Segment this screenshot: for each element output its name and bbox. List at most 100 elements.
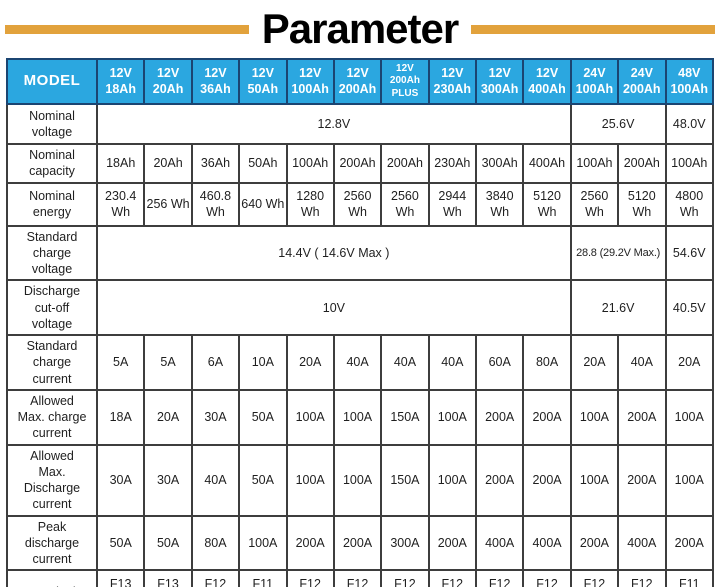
- value-cell: 300A: [380, 514, 430, 572]
- table-row: Standard charge voltage 14.4V ( 14.6V Max…: [6, 224, 714, 282]
- value-cell: 100A: [427, 388, 478, 446]
- accent-bar-right: [471, 24, 715, 34]
- model-column-header: 12V 100Ah: [285, 58, 335, 105]
- value-cell: 2560 Wh: [380, 181, 430, 227]
- value-cell: 28.8 (29.2V Max.): [569, 224, 667, 282]
- table-row: Nominal capacity 18Ah 20Ah 36Ah 50Ah 100Ah 200…: [6, 143, 714, 184]
- value-cell: 150A: [380, 388, 430, 446]
- value-cell: 2560 Wh: [569, 181, 620, 227]
- value-cell: 100Ah: [569, 143, 620, 184]
- model-column-header: 12V 50Ah: [238, 58, 288, 105]
- row-label: Peak discharge current: [6, 514, 98, 572]
- title-bar: Parameter: [0, 0, 720, 58]
- table-row: Nominal voltage 12.8V 25.6V 48.0V: [6, 103, 714, 145]
- page-title: Parameter: [261, 5, 459, 52]
- value-cell: 200A: [664, 514, 714, 572]
- value-cell: 21.6V: [569, 279, 667, 336]
- value-cell: 200Ah: [617, 143, 667, 184]
- value-cell: 5A: [95, 334, 146, 391]
- value-cell: 18Ah: [95, 143, 146, 184]
- value-cell: 20A: [569, 334, 620, 391]
- value-cell: 640 Wh: [238, 181, 288, 227]
- value-cell: 200A: [332, 514, 383, 572]
- model-column-header: 24V 200Ah: [617, 58, 667, 105]
- value-cell: 10V: [96, 279, 572, 336]
- value-cell: 100A: [332, 443, 383, 517]
- row-label: Terminal: [6, 569, 98, 587]
- value-cell: 100Ah: [664, 143, 714, 184]
- value-cell: 50A: [95, 514, 146, 572]
- value-cell: F12 (M8): [617, 569, 667, 587]
- value-cell: 2944 Wh: [427, 181, 478, 227]
- value-cell: 2560 Wh: [332, 181, 383, 227]
- value-cell: 50Ah: [238, 143, 288, 184]
- value-cell: 40A: [332, 334, 383, 391]
- header-row: MODEL 12V 18Ah 12V 20Ah 12V 36Ah 12V 50Ah 12V…: [6, 58, 714, 105]
- model-header-cell: MODEL: [6, 58, 98, 105]
- value-cell: 200A: [522, 388, 572, 446]
- value-cell: 200A: [285, 514, 335, 572]
- value-cell: 100A: [427, 443, 478, 517]
- value-cell: F13 (M5): [95, 569, 146, 587]
- value-cell: 30A: [143, 443, 193, 517]
- value-cell: 6A: [190, 334, 241, 391]
- value-cell: F11 (M6): [664, 569, 714, 587]
- value-cell: F12 (M8): [569, 569, 620, 587]
- model-column-header: 12V 400Ah: [522, 58, 572, 105]
- value-cell: 20A: [143, 388, 193, 446]
- value-cell: 50A: [143, 514, 193, 572]
- value-cell: 50A: [238, 443, 288, 517]
- value-cell: 5A: [143, 334, 193, 391]
- model-column-header: 12V 36Ah: [190, 58, 241, 105]
- row-label: Standard charge voltage: [6, 224, 98, 282]
- row-label: Nominal voltage: [6, 103, 98, 145]
- value-cell: 60A: [474, 334, 525, 391]
- value-cell: 40A: [617, 334, 667, 391]
- value-cell: 20A: [285, 334, 335, 391]
- value-cell: 10A: [238, 334, 288, 391]
- value-cell: 40A: [427, 334, 478, 391]
- table-row: Discharge cut-off voltage 10V 21.6V 40.5V: [6, 279, 714, 336]
- value-cell: 5120 Wh: [617, 181, 667, 227]
- row-label: Standard charge current: [6, 334, 98, 391]
- value-cell: 200Ah: [332, 143, 383, 184]
- value-cell: 100A: [664, 443, 714, 517]
- model-column-header: 12V 230Ah: [427, 58, 478, 105]
- value-cell: 100A: [664, 388, 714, 446]
- value-cell: 18A: [95, 388, 146, 446]
- model-column-header: 48V 100Ah: [664, 58, 714, 105]
- value-cell: 100A: [285, 388, 335, 446]
- value-cell: F11 (M6): [238, 569, 288, 587]
- value-cell: 50A: [238, 388, 288, 446]
- row-label: Allowed Max. Discharge current: [6, 443, 98, 517]
- value-cell: 4800 Wh: [664, 181, 714, 227]
- value-cell: 200A: [474, 443, 525, 517]
- value-cell: 12.8V: [96, 103, 572, 145]
- value-cell: 20Ah: [143, 143, 193, 184]
- value-cell: 1280 Wh: [285, 181, 335, 227]
- value-cell: 3840 Wh: [474, 181, 525, 227]
- value-cell: 460.8 Wh: [190, 181, 241, 227]
- value-cell: 20A: [664, 334, 714, 391]
- value-cell: F12 (M8): [332, 569, 383, 587]
- model-column-header: 24V 100Ah: [569, 58, 620, 105]
- value-cell: 200A: [522, 443, 572, 517]
- table-row: TerminalF13 (M5)F13 (M5)F12 (M8)F11 (M6)…: [6, 569, 714, 587]
- value-cell: 80A: [522, 334, 572, 391]
- value-cell: 30A: [190, 388, 241, 446]
- value-cell: 54.6V: [664, 224, 714, 282]
- row-label: Nominal energy: [6, 181, 98, 227]
- value-cell: F12 (M8): [427, 569, 478, 587]
- value-cell: F12 (M8): [380, 569, 430, 587]
- value-cell: F12 (M8): [474, 569, 525, 587]
- value-cell: 300Ah: [474, 143, 525, 184]
- value-cell: 200A: [427, 514, 478, 572]
- value-cell: 40A: [380, 334, 430, 391]
- accent-bar-left: [5, 24, 249, 34]
- value-cell: 100A: [332, 388, 383, 446]
- model-column-header: 12V 18Ah: [95, 58, 146, 105]
- value-cell: 48.0V: [664, 103, 714, 145]
- value-cell: F13 (M5): [143, 569, 193, 587]
- value-cell: 400Ah: [522, 143, 572, 184]
- value-cell: 36Ah: [190, 143, 241, 184]
